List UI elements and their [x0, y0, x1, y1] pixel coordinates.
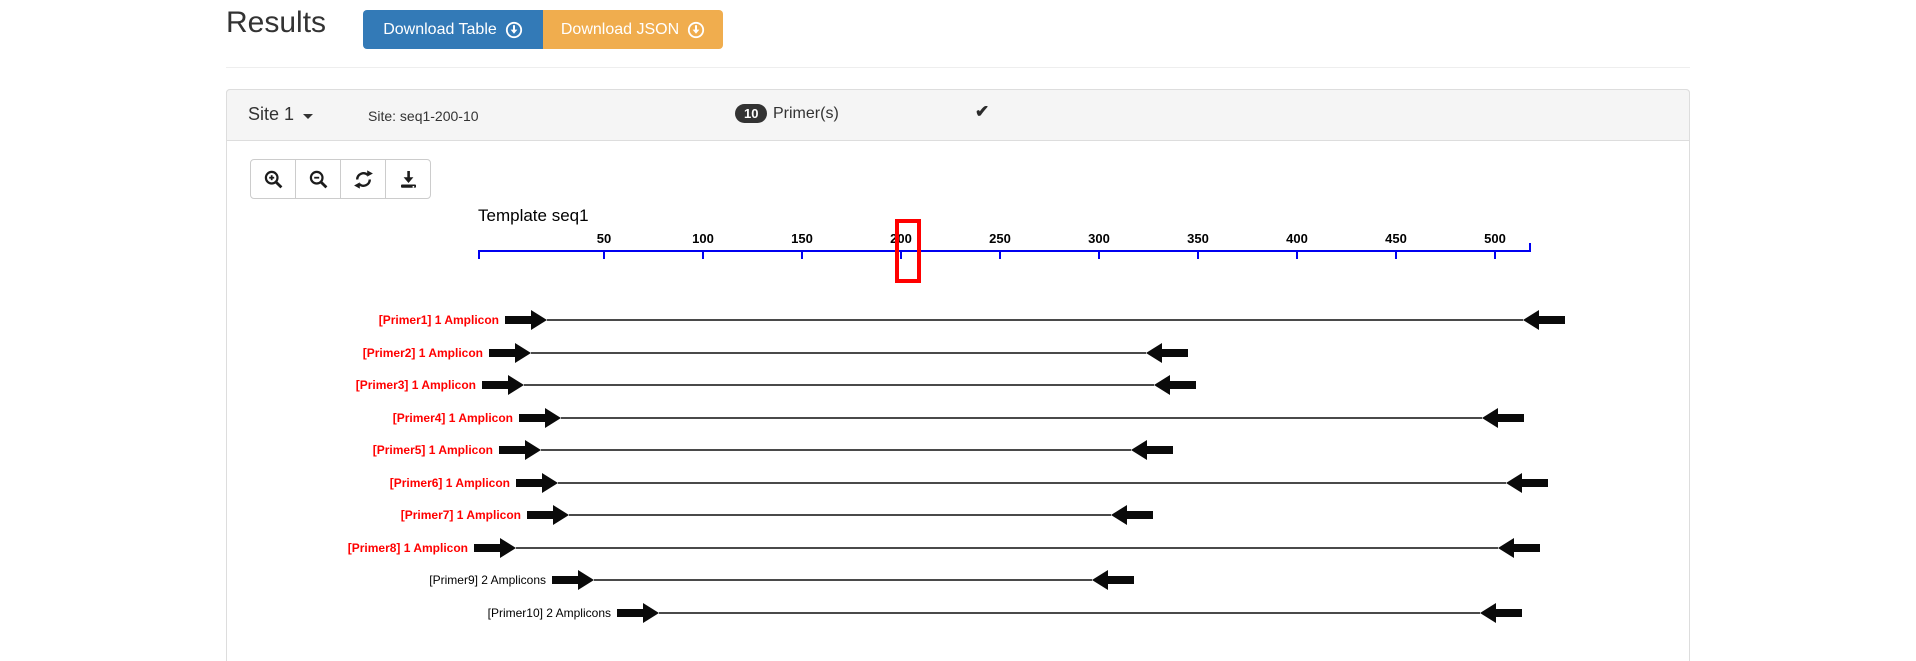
- reset-view-button[interactable]: [340, 159, 386, 199]
- ruler-tick: [1296, 252, 1298, 259]
- primer-label: [Primer7] 1 Amplicon: [400, 508, 521, 522]
- amplicon-line: [524, 384, 1154, 386]
- ruler-start-cap: [478, 250, 480, 259]
- reverse-primer-arrow: [1482, 408, 1524, 428]
- ruler-tick: [702, 252, 704, 259]
- primer-label: [Primer3] 1 Amplicon: [355, 378, 476, 392]
- reverse-primer-arrow: [1498, 538, 1540, 558]
- forward-primer-arrow: [474, 538, 516, 558]
- page-title: Results: [226, 6, 327, 39]
- ruler-tick: [1098, 252, 1100, 259]
- download-table-button[interactable]: Download Table: [363, 10, 543, 49]
- viewer-toolbar: [250, 159, 431, 199]
- site-dropdown[interactable]: Site 1: [248, 104, 314, 125]
- amplicon-line: [541, 449, 1131, 451]
- zoom-out-button[interactable]: [295, 159, 341, 199]
- reverse-primer-arrow: [1480, 603, 1522, 623]
- reverse-primer-arrow: [1131, 440, 1173, 460]
- forward-primer-arrow: [505, 310, 547, 330]
- forward-primer-arrow: [499, 440, 541, 460]
- amplicon-line: [547, 319, 1523, 321]
- ruler-tick-label: 350: [1187, 231, 1209, 246]
- primer-label: [Primer2] 1 Amplicon: [362, 346, 483, 360]
- ruler-tick: [801, 252, 803, 259]
- site-panel-header: [226, 89, 1690, 141]
- amplicon-line: [569, 514, 1111, 516]
- ruler-tick-label: 100: [692, 231, 714, 246]
- primer-label: [Primer1] 1 Amplicon: [378, 313, 499, 327]
- zoom-in-icon: [264, 170, 282, 188]
- refresh-icon: [353, 169, 373, 189]
- amplicon-line: [531, 352, 1146, 354]
- ruler-tick: [1197, 252, 1199, 259]
- download-image-button[interactable]: [385, 159, 431, 199]
- amplicon-line: [659, 612, 1480, 614]
- ruler-tick-label: 50: [596, 231, 612, 246]
- download-icon: [400, 170, 416, 188]
- ruler-end-cap: [1529, 243, 1531, 252]
- ruler-tick: [999, 252, 1001, 259]
- primer-label: [Primer5] 1 Amplicon: [372, 443, 493, 457]
- reverse-primer-arrow: [1523, 310, 1565, 330]
- ruler-tick: [900, 252, 902, 259]
- forward-primer-arrow: [552, 570, 594, 590]
- amplicon-line: [561, 417, 1482, 419]
- primer-label: [Primer4] 1 Amplicon: [392, 411, 513, 425]
- ruler-tick: [1395, 252, 1397, 259]
- download-circle-icon: [688, 21, 705, 38]
- reverse-primer-arrow: [1154, 375, 1196, 395]
- download-json-label: Download JSON: [560, 20, 680, 38]
- reverse-primer-arrow: [1092, 570, 1134, 590]
- target-site-highlight: [895, 219, 921, 283]
- amplicon-line: [594, 579, 1092, 581]
- primer-label: [Primer8] 1 Amplicon: [347, 541, 468, 555]
- ruler-line: [478, 250, 1531, 252]
- reverse-primer-arrow: [1111, 505, 1153, 525]
- zoom-in-button[interactable]: [250, 159, 296, 199]
- primer-label: [Primer9] 2 Amplicons: [429, 573, 546, 587]
- reverse-primer-arrow: [1146, 343, 1188, 363]
- download-table-label: Download Table: [383, 20, 497, 38]
- ruler-tick-label: 300: [1088, 231, 1110, 246]
- ruler-tick-label: 150: [791, 231, 813, 246]
- divider: [226, 67, 1690, 68]
- site-result-panel: [226, 89, 1690, 661]
- site-name: Site: seq1-200-10: [368, 108, 479, 124]
- ruler-tick-label: 500: [1484, 231, 1506, 246]
- forward-primer-arrow: [489, 343, 531, 363]
- ruler-tick-label: 400: [1286, 231, 1308, 246]
- site-dropdown-label: Site 1: [248, 104, 295, 124]
- zoom-out-icon: [309, 170, 327, 188]
- amplicon-line: [516, 547, 1498, 549]
- forward-primer-arrow: [527, 505, 569, 525]
- ruler-tick: [603, 252, 605, 259]
- reverse-primer-arrow: [1506, 473, 1548, 493]
- ruler-tick-label: 250: [989, 231, 1011, 246]
- forward-primer-arrow: [516, 473, 558, 493]
- download-json-button[interactable]: Download JSON: [543, 10, 723, 49]
- primer-count-badge: 10: [735, 104, 768, 123]
- download-circle-icon: [505, 21, 522, 38]
- amplicon-line: [558, 482, 1506, 484]
- ruler-tick: [1494, 252, 1496, 259]
- caret-down-icon: [303, 113, 314, 119]
- primer-label: [Primer10] 2 Amplicons: [487, 606, 611, 620]
- forward-primer-arrow: [617, 603, 659, 623]
- check-icon: ✔: [975, 102, 990, 121]
- primer-label: [Primer6] 1 Amplicon: [389, 476, 510, 490]
- ruler-tick-label: 450: [1385, 231, 1407, 246]
- template-label: Template seq1: [478, 206, 589, 225]
- forward-primer-arrow: [482, 375, 524, 395]
- forward-primer-arrow: [519, 408, 561, 428]
- primer-count-label: Primer(s): [773, 105, 839, 122]
